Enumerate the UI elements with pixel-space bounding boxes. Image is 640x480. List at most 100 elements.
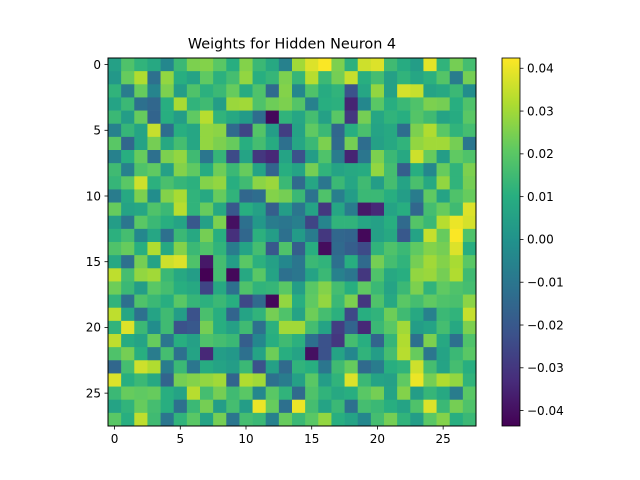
heatmap-cell [331, 110, 345, 125]
heatmap-cell [160, 320, 175, 335]
heatmap-cell [397, 281, 411, 295]
heatmap-cell [305, 123, 319, 138]
heatmap-cell [186, 373, 201, 387]
heatmap-cell [449, 215, 464, 230]
x-tick-label: 25 [436, 432, 451, 446]
heatmap-cell [423, 360, 437, 374]
heatmap-cell [121, 58, 135, 72]
heatmap-cell [318, 281, 332, 295]
heatmap-cell [213, 176, 227, 190]
heatmap-cell [370, 58, 385, 72]
heatmap-cell [278, 307, 293, 322]
heatmap-cell [108, 255, 122, 269]
heatmap-cell [410, 163, 424, 177]
heatmap-cell [384, 412, 398, 427]
heatmap-cell [397, 110, 411, 125]
heatmap-cell [331, 268, 345, 282]
heatmap-cell [226, 97, 240, 111]
heatmap-cell [173, 150, 188, 164]
heatmap-cell [410, 84, 424, 98]
heatmap-cell [226, 123, 240, 138]
heatmap-cell [278, 360, 293, 374]
heatmap-cell [265, 360, 280, 374]
heatmap-cell [173, 412, 188, 427]
heatmap-cell [318, 320, 332, 335]
heatmap-cell [265, 334, 280, 348]
heatmap-cell [436, 123, 451, 138]
heatmap-cell [186, 176, 201, 190]
heatmap-cell [239, 71, 253, 85]
heatmap-cell [357, 268, 372, 282]
heatmap-cell [200, 228, 214, 243]
heatmap-cell [265, 268, 280, 282]
heatmap-cell [305, 176, 319, 190]
heatmap-cell [278, 189, 293, 203]
heatmap-cell [462, 58, 477, 72]
heatmap-cell [292, 386, 306, 401]
heatmap-cell [357, 163, 372, 177]
heatmap-cell [252, 97, 267, 111]
heatmap-cell [173, 189, 188, 203]
heatmap-cell [239, 136, 253, 151]
heatmap-cell [384, 97, 398, 111]
heatmap-cell [397, 176, 411, 190]
heatmap-cell [423, 412, 437, 427]
heatmap-cell [318, 242, 332, 256]
heatmap-cell [226, 386, 240, 401]
heatmap-cell [318, 294, 332, 309]
heatmap-cell [449, 347, 464, 361]
heatmap-cell [423, 189, 437, 203]
heatmap-cell [278, 373, 293, 387]
heatmap-cell [160, 136, 175, 151]
heatmap-cell [305, 58, 319, 72]
heatmap-cell [410, 189, 424, 203]
heatmap-cell [305, 150, 319, 164]
heatmap-cell [200, 255, 214, 269]
heatmap-cell [384, 386, 398, 401]
heatmap-cell [239, 294, 253, 309]
heatmap-cell [331, 163, 345, 177]
heatmap-cell [239, 373, 253, 387]
heatmap-cell [108, 294, 122, 309]
heatmap-cell [305, 215, 319, 230]
heatmap-cell [160, 255, 175, 269]
heatmap-cell [449, 136, 464, 151]
heatmap-cell [121, 334, 135, 348]
heatmap-cell [160, 268, 175, 282]
heatmap-cell [265, 202, 280, 217]
colorbar-tick-label: 0.03 [527, 104, 554, 118]
heatmap-cell [213, 399, 227, 414]
heatmap-cell [344, 215, 359, 230]
heatmap-cell [186, 281, 201, 295]
heatmap-cell [226, 136, 240, 151]
heatmap-cell [331, 97, 345, 111]
heatmap-cell [108, 163, 122, 177]
heatmap-cell [213, 202, 227, 217]
heatmap-cell [239, 189, 253, 203]
heatmap-cell [134, 71, 148, 85]
heatmap-cell [318, 84, 332, 98]
heatmap-cell [462, 360, 477, 374]
heatmap-cell [397, 399, 411, 414]
heatmap-cell [318, 360, 332, 374]
heatmap-cell [357, 347, 372, 361]
heatmap-cell [318, 307, 332, 322]
heatmap-cell [436, 242, 451, 256]
heatmap-cell [278, 150, 293, 164]
heatmap-cell [252, 58, 267, 72]
heatmap-cell [292, 163, 306, 177]
heatmap-cell [200, 163, 214, 177]
y-tick-label: 25 [86, 386, 101, 400]
heatmap-cell [160, 97, 175, 111]
heatmap-cell [226, 268, 240, 282]
heatmap-cell [121, 215, 135, 230]
heatmap-cell [357, 294, 372, 309]
colorbar-tick-label: −0.04 [527, 404, 564, 418]
heatmap-cell [344, 84, 359, 98]
heatmap-cell [173, 334, 188, 348]
heatmap-cell [370, 71, 385, 85]
heatmap-cell [278, 71, 293, 85]
heatmap-cell [278, 242, 293, 256]
heatmap-cell [292, 228, 306, 243]
heatmap-cell [200, 360, 214, 374]
